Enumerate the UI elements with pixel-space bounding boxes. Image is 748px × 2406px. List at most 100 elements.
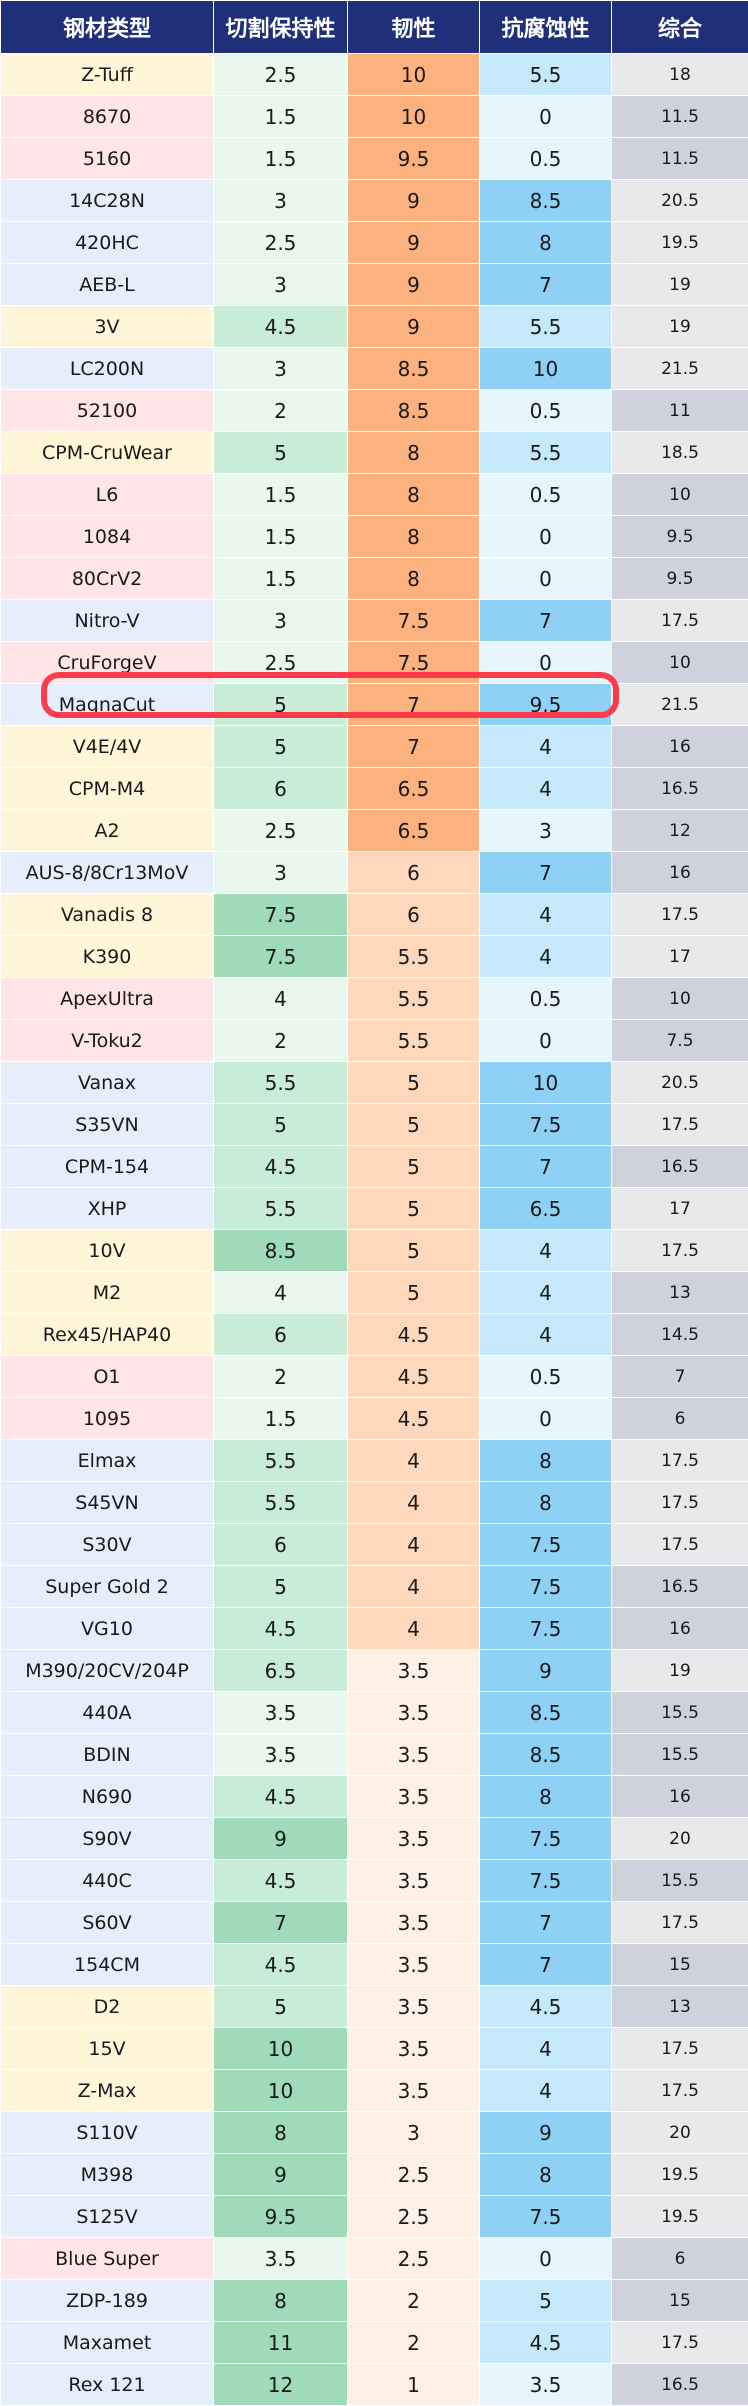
toughness-cell: 5.5 [348, 978, 480, 1020]
overall-score-cell: 15.5 [612, 1692, 748, 1734]
steel-name-cell: 440A [1, 1692, 214, 1734]
edge-retention-cell: 12 [214, 2364, 348, 2406]
toughness-cell: 9 [348, 222, 480, 264]
corrosion-resistance-cell: 7.5 [480, 1608, 612, 1650]
edge-retention-cell: 5 [214, 1104, 348, 1146]
header-overall: 综合 [612, 1, 748, 54]
steel-name-cell: VG10 [1, 1608, 214, 1650]
toughness-cell: 3.5 [348, 2028, 480, 2070]
edge-retention-cell: 2.5 [214, 810, 348, 852]
steel-name-cell: S45VN [1, 1482, 214, 1524]
corrosion-resistance-cell: 7 [480, 852, 612, 894]
steel-name-cell: Rex45/HAP40 [1, 1314, 214, 1356]
corrosion-resistance-cell: 7 [480, 1146, 612, 1188]
overall-score-cell: 20.5 [612, 180, 748, 222]
corrosion-resistance-cell: 7 [480, 1902, 612, 1944]
corrosion-resistance-cell: 8.5 [480, 1734, 612, 1776]
corrosion-resistance-cell: 0.5 [480, 1356, 612, 1398]
steel-name-cell: 80CrV2 [1, 558, 214, 600]
toughness-cell: 3.5 [348, 1776, 480, 1818]
edge-retention-cell: 3.5 [214, 1734, 348, 1776]
edge-retention-cell: 6 [214, 1314, 348, 1356]
steel-name-cell: M398 [1, 2154, 214, 2196]
overall-score-cell: 18 [612, 54, 748, 96]
toughness-cell: 7 [348, 684, 480, 726]
edge-retention-cell: 1.5 [214, 1398, 348, 1440]
steel-name-cell: CPM-154 [1, 1146, 214, 1188]
toughness-cell: 7.5 [348, 642, 480, 684]
toughness-cell: 4.5 [348, 1398, 480, 1440]
edge-retention-cell: 7.5 [214, 936, 348, 978]
overall-score-cell: 17.5 [612, 1440, 748, 1482]
edge-retention-cell: 3 [214, 264, 348, 306]
header-edge-retention: 切割保持性 [214, 1, 348, 54]
toughness-cell: 1 [348, 2364, 480, 2406]
edge-retention-cell: 2.5 [214, 54, 348, 96]
toughness-cell: 4 [348, 1524, 480, 1566]
edge-retention-cell: 3.5 [214, 2238, 348, 2280]
toughness-cell: 3.5 [348, 1692, 480, 1734]
edge-retention-cell: 9 [214, 1818, 348, 1860]
overall-score-cell: 13 [612, 1986, 748, 2028]
corrosion-resistance-cell: 0.5 [480, 390, 612, 432]
steel-name-cell: CPM-M4 [1, 768, 214, 810]
corrosion-resistance-cell: 4 [480, 768, 612, 810]
overall-score-cell: 7.5 [612, 1020, 748, 1062]
corrosion-resistance-cell: 10 [480, 1062, 612, 1104]
steel-name-cell: D2 [1, 1986, 214, 2028]
toughness-cell: 5 [348, 1230, 480, 1272]
steel-name-cell: S110V [1, 2112, 214, 2154]
header-row: 钢材类型 切割保持性 韧性 抗腐蚀性 综合 [1, 1, 748, 54]
corrosion-resistance-cell: 9 [480, 2112, 612, 2154]
toughness-cell: 2.5 [348, 2196, 480, 2238]
steel-name-cell: V-Toku2 [1, 1020, 214, 1062]
steel-name-cell: XHP [1, 1188, 214, 1230]
toughness-cell: 3.5 [348, 1944, 480, 1986]
toughness-cell: 4.5 [348, 1314, 480, 1356]
overall-score-cell: 17.5 [612, 1524, 748, 1566]
overall-score-cell: 7 [612, 1356, 748, 1398]
overall-score-cell: 21.5 [612, 348, 748, 390]
toughness-cell: 4 [348, 1608, 480, 1650]
toughness-cell: 8 [348, 516, 480, 558]
corrosion-resistance-cell: 0 [480, 2238, 612, 2280]
overall-score-cell: 11 [612, 390, 748, 432]
edge-retention-cell: 5.5 [214, 1188, 348, 1230]
steel-name-cell: L6 [1, 474, 214, 516]
overall-score-cell: 19.5 [612, 222, 748, 264]
overall-score-cell: 10 [612, 642, 748, 684]
edge-retention-cell: 2 [214, 390, 348, 432]
edge-retention-cell: 5 [214, 726, 348, 768]
toughness-cell: 3 [348, 2112, 480, 2154]
edge-retention-cell: 4.5 [214, 1608, 348, 1650]
toughness-cell: 8.5 [348, 348, 480, 390]
toughness-cell: 9.5 [348, 138, 480, 180]
corrosion-resistance-cell: 9 [480, 1650, 612, 1692]
toughness-cell: 5.5 [348, 1020, 480, 1062]
edge-retention-cell: 6 [214, 1524, 348, 1566]
corrosion-resistance-cell: 8 [480, 1776, 612, 1818]
edge-retention-cell: 1.5 [214, 516, 348, 558]
corrosion-resistance-cell: 4.5 [480, 1986, 612, 2028]
overall-score-cell: 17.5 [612, 894, 748, 936]
overall-score-cell: 16.5 [612, 2364, 748, 2406]
corrosion-resistance-cell: 0 [480, 558, 612, 600]
steel-name-cell: M390/20CV/204P [1, 1650, 214, 1692]
corrosion-resistance-cell: 4.5 [480, 2322, 612, 2364]
toughness-cell: 10 [348, 96, 480, 138]
overall-score-cell: 17.5 [612, 1482, 748, 1524]
edge-retention-cell: 5 [214, 1566, 348, 1608]
corrosion-resistance-cell: 4 [480, 726, 612, 768]
